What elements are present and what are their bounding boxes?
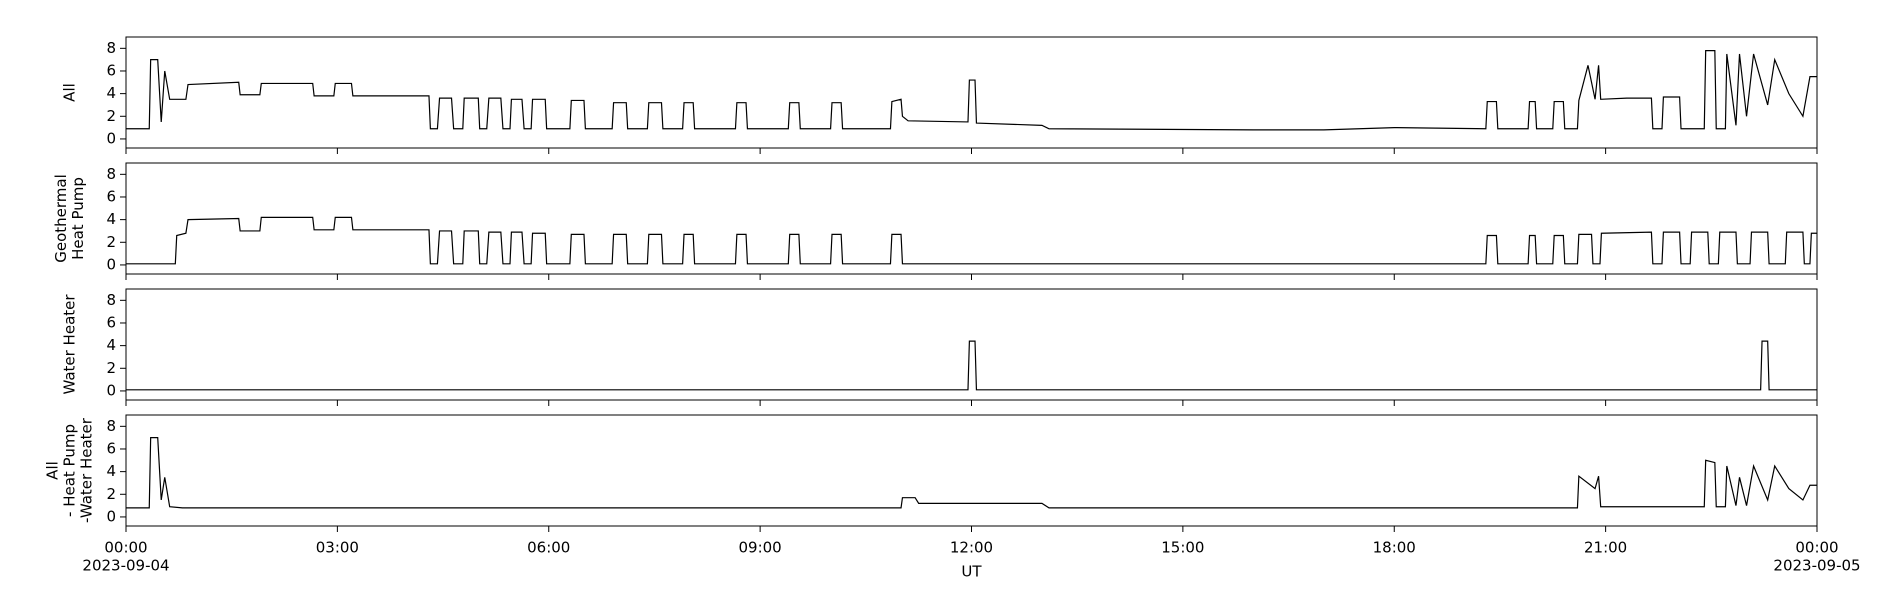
x-tick-label: 00:00 (1795, 539, 1838, 557)
y-tick-label: 6 (106, 313, 116, 331)
y-axis-label: Heat Pump (69, 177, 87, 260)
date-label: 2023-09-04 (82, 557, 169, 575)
series-line (126, 216, 1817, 265)
y-tick-label: 0 (106, 507, 116, 525)
y-axis-label: All (44, 461, 62, 480)
date-label: 2023-09-05 (1773, 557, 1860, 575)
x-tick-label: 00:00 (104, 539, 147, 557)
x-tick-label: 06:00 (527, 539, 570, 557)
y-tick-label: 8 (106, 417, 116, 435)
x-tick-label: 09:00 (739, 539, 782, 557)
y-tick-label: 0 (106, 129, 116, 147)
y-axis-label: All (61, 83, 79, 102)
y-tick-label: 6 (106, 187, 116, 205)
y-axis-label: - Heat Pump (61, 424, 79, 517)
x-tick-label: 12:00 (950, 539, 993, 557)
y-tick-label: 8 (106, 165, 116, 183)
plot-frame (125, 288, 1818, 401)
y-axis-label: -Water Heater (78, 417, 96, 523)
y-tick-label: 0 (106, 381, 116, 399)
x-tick-label: 18:00 (1373, 539, 1416, 557)
y-tick-label: 8 (106, 291, 116, 309)
x-tick-label: 03:00 (316, 539, 359, 557)
x-tick-label: 21:00 (1584, 539, 1627, 557)
y-tick-label: 4 (106, 336, 116, 354)
y-axis-label: Water Heater (61, 294, 79, 395)
y-tick-label: 0 (106, 255, 116, 273)
y-tick-label: 8 (106, 39, 116, 57)
y-tick-label: 4 (106, 84, 116, 102)
y-tick-label: 6 (106, 439, 116, 457)
x-tick-label: 15:00 (1161, 539, 1204, 557)
plot-frame (125, 414, 1818, 527)
y-tick-label: 2 (106, 359, 116, 377)
y-tick-label: 6 (106, 61, 116, 79)
plot-frame (125, 36, 1818, 149)
series-line (126, 340, 1817, 391)
y-tick-label: 4 (106, 462, 116, 480)
series-line (126, 437, 1817, 509)
y-tick-label: 2 (106, 485, 116, 503)
plot-frame (125, 162, 1818, 275)
y-tick-label: 2 (106, 107, 116, 125)
y-tick-label: 2 (106, 233, 116, 251)
x-axis-label: UT (961, 563, 982, 581)
series-line (126, 49, 1817, 131)
y-tick-label: 4 (106, 210, 116, 228)
y-axis-label: Geothermal (52, 174, 70, 263)
